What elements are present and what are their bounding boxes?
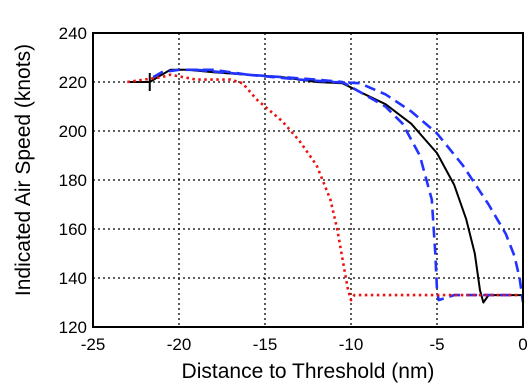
- x-tick-label: -10: [339, 335, 364, 354]
- series-line-1: [127, 68, 523, 304]
- x-tick-label: -25: [81, 335, 106, 354]
- series-line-2: [152, 68, 515, 302]
- x-tick-label: -5: [429, 335, 444, 354]
- y-tick-label: 200: [59, 122, 87, 141]
- y-tick-label: 220: [59, 73, 87, 92]
- series-lines: [127, 68, 525, 304]
- x-tick-label: 0: [518, 335, 527, 354]
- x-axis-label: Distance to Threshold (nm): [182, 360, 435, 383]
- y-tick-label: 160: [59, 220, 87, 239]
- y-axis-label: Indicated Air Speed (knots): [12, 44, 35, 296]
- y-tick-label: 240: [59, 24, 87, 43]
- x-tick-label: -20: [167, 335, 192, 354]
- plot-frame: [92, 32, 524, 328]
- series-line-3: [196, 68, 525, 303]
- y-tick-label: 120: [59, 318, 87, 337]
- tick-labels: -25 -20 -15 -10 -5 0 120 140 160 180 200 220 240: [59, 24, 528, 354]
- x-tick-label: -15: [253, 335, 278, 354]
- y-tick-label: 140: [59, 269, 87, 288]
- y-tick-label: 180: [59, 171, 87, 190]
- series-line-4: [127, 73, 518, 302]
